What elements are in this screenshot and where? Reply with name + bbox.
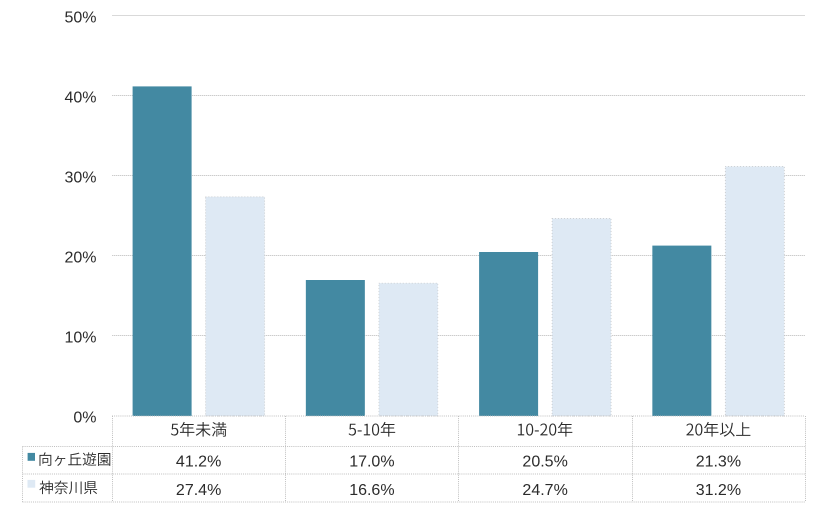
svg-text:20.5%: 20.5% — [522, 453, 567, 470]
svg-text:27.4%: 27.4% — [176, 482, 221, 499]
svg-text:21.3%: 21.3% — [696, 453, 741, 470]
svg-text:0%: 0% — [73, 410, 96, 427]
svg-text:24.7%: 24.7% — [522, 482, 567, 499]
svg-text:20%: 20% — [64, 250, 96, 267]
svg-text:30%: 30% — [64, 170, 96, 187]
svg-text:17.0%: 17.0% — [349, 453, 394, 470]
svg-text:16.6%: 16.6% — [349, 482, 394, 499]
svg-text:41.2%: 41.2% — [176, 453, 221, 470]
svg-text:31.2%: 31.2% — [696, 482, 741, 499]
svg-text:40%: 40% — [64, 90, 96, 107]
svg-text:50%: 50% — [64, 10, 96, 27]
svg-text:10%: 10% — [64, 330, 96, 347]
